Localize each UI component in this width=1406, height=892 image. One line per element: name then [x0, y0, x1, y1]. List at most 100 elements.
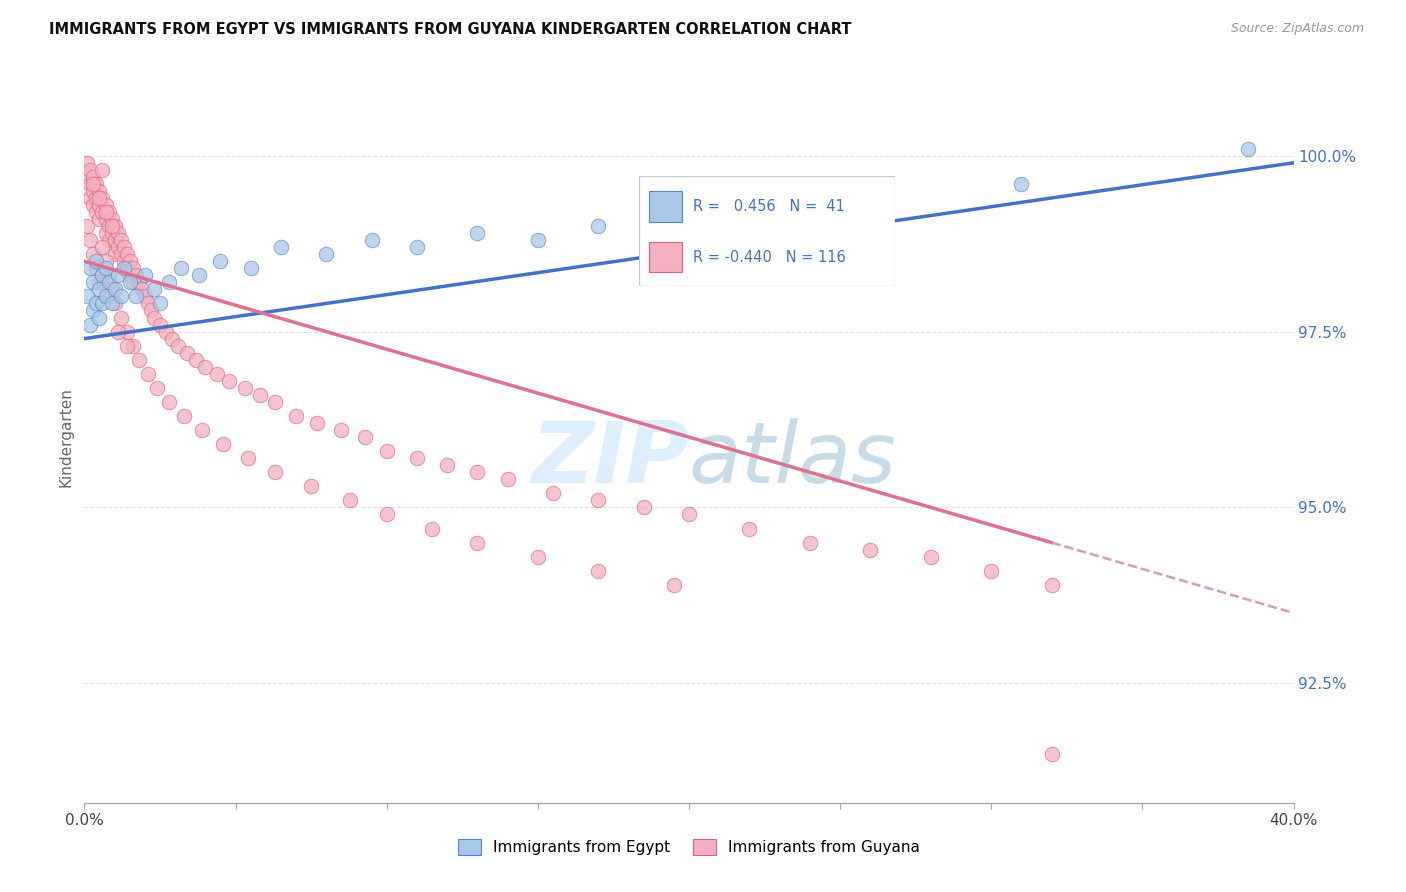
Point [375, 444, 398, 458]
Point [142, 282, 165, 296]
Point [236, 451, 259, 466]
Point [79, 177, 101, 191]
Point [110, 289, 132, 303]
Text: R = -0.440   N = 116: R = -0.440 N = 116 [693, 250, 845, 265]
Point [330, 423, 353, 437]
Point [121, 339, 143, 353]
Point [541, 486, 564, 500]
Point [149, 318, 172, 332]
Point [86, 296, 108, 310]
Point [980, 564, 1002, 578]
Point [94, 205, 117, 219]
Point [97, 233, 120, 247]
Point [1040, 578, 1063, 592]
Point [136, 367, 159, 381]
Text: R =   0.456   N =  41: R = 0.456 N = 41 [693, 199, 845, 214]
Point [420, 522, 443, 536]
Point [191, 423, 214, 437]
Point [209, 254, 232, 268]
Point [100, 212, 122, 227]
Point [125, 289, 148, 303]
Point [339, 493, 361, 508]
Point [86, 191, 108, 205]
Point [859, 542, 882, 557]
Y-axis label: Kindergarten: Kindergarten [58, 387, 73, 487]
Text: atlas: atlas [689, 417, 897, 500]
Point [89, 212, 111, 227]
Point [89, 198, 111, 212]
Point [588, 493, 610, 508]
Point [107, 325, 129, 339]
Point [100, 226, 122, 240]
Point [588, 219, 610, 233]
Point [82, 303, 104, 318]
Point [263, 465, 285, 479]
Point [104, 296, 127, 310]
Point [406, 451, 429, 466]
Point [167, 339, 190, 353]
Point [142, 310, 165, 325]
Point [249, 388, 271, 402]
Point [104, 233, 127, 247]
Point [118, 276, 141, 290]
Point [94, 261, 117, 276]
Point [97, 276, 120, 290]
Point [112, 254, 135, 268]
Point [89, 276, 111, 290]
Point [79, 318, 101, 332]
Point [149, 296, 172, 310]
Point [76, 155, 98, 169]
Point [799, 535, 821, 549]
Point [86, 177, 108, 191]
Point [467, 535, 489, 549]
Point [94, 254, 117, 268]
Point [100, 219, 122, 233]
Point [94, 226, 117, 240]
Point [82, 184, 104, 198]
Bar [650, 191, 682, 222]
Point [79, 162, 101, 177]
Point [131, 282, 153, 296]
Point [110, 247, 132, 261]
Point [467, 226, 489, 240]
Point [100, 296, 122, 310]
Point [115, 339, 138, 353]
Point [86, 254, 108, 268]
Point [173, 409, 195, 423]
Point [76, 169, 98, 184]
Point [118, 268, 141, 283]
Point [76, 289, 98, 303]
Point [307, 416, 329, 430]
Point [97, 219, 120, 233]
Point [134, 268, 156, 283]
Point [79, 191, 101, 205]
Point [146, 381, 169, 395]
Point [125, 268, 148, 283]
Point [89, 310, 111, 325]
Point [186, 352, 208, 367]
Point [100, 282, 122, 296]
Point [118, 254, 141, 268]
Point [82, 247, 104, 261]
Point [91, 296, 114, 310]
Point [97, 268, 120, 283]
Point [82, 198, 104, 212]
Point [82, 169, 104, 184]
Point [121, 261, 143, 276]
Point [104, 282, 127, 296]
Point [170, 261, 193, 276]
Point [633, 500, 655, 515]
Point [270, 240, 292, 254]
Point [91, 268, 114, 283]
Point [648, 205, 671, 219]
Point [496, 472, 519, 486]
Point [360, 233, 382, 247]
Point [299, 479, 322, 493]
Text: Source: ZipAtlas.com: Source: ZipAtlas.com [1230, 22, 1364, 36]
Point [94, 198, 117, 212]
FancyBboxPatch shape [638, 176, 896, 285]
Point [94, 212, 117, 227]
Point [121, 276, 143, 290]
Point [128, 276, 150, 290]
Point [139, 303, 162, 318]
